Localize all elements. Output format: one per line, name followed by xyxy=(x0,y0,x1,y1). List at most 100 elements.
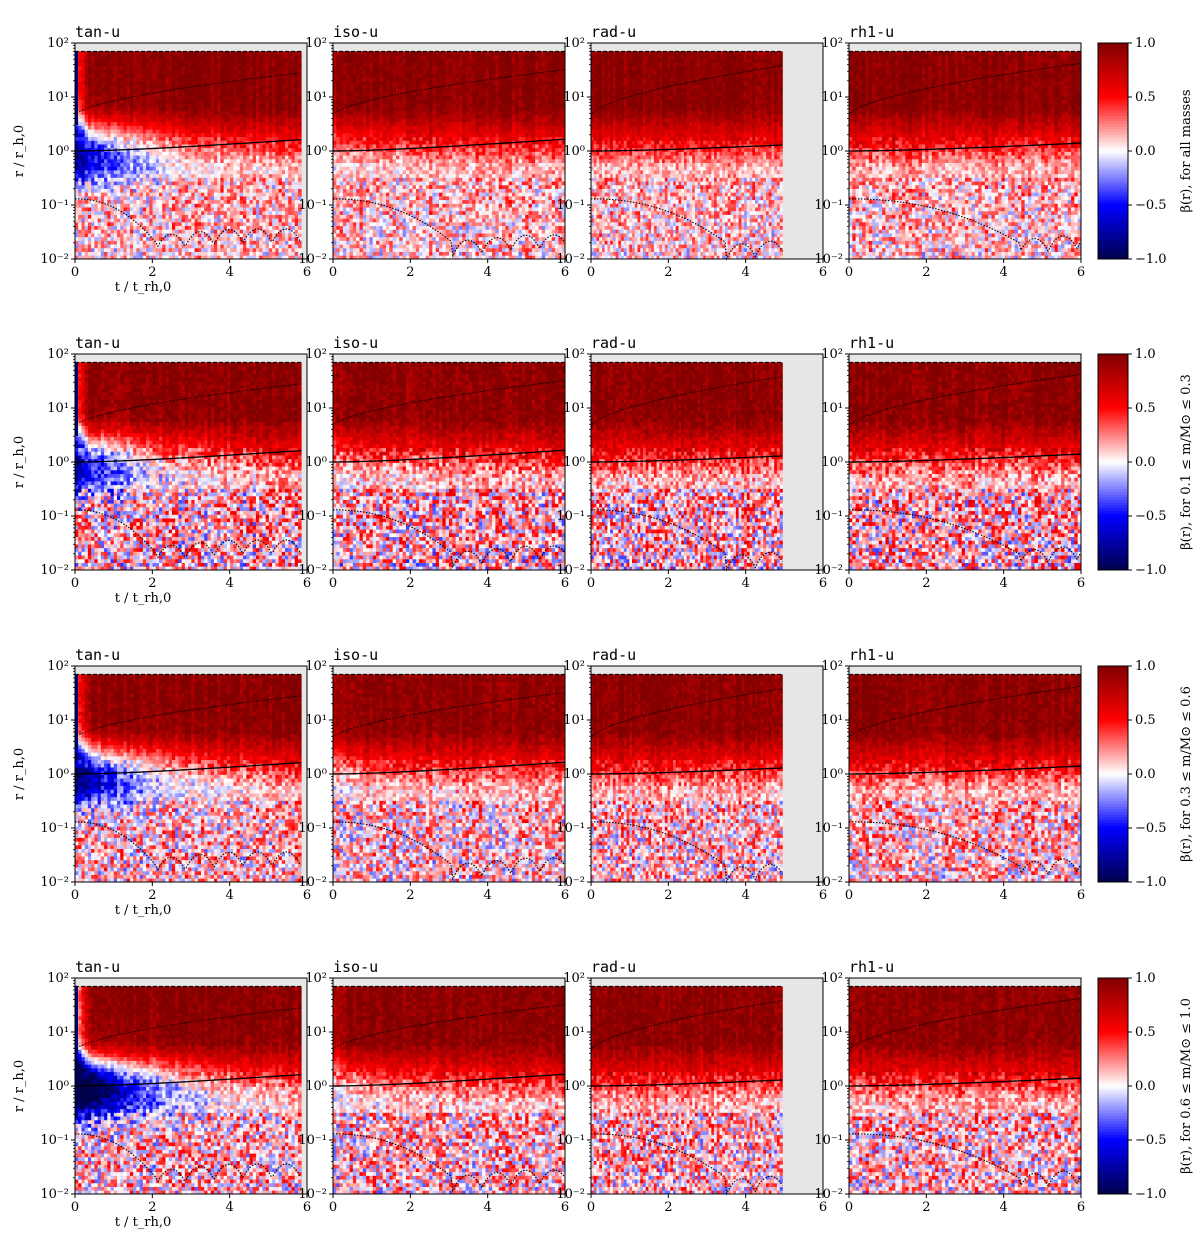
x-tick-label: 6 xyxy=(303,576,311,591)
y-tick-label: 10⁻² xyxy=(814,1187,843,1202)
y-tick-label: 10¹ xyxy=(47,1025,69,1040)
x-tick-label: 2 xyxy=(406,265,414,280)
y-tick-label: 10⁰ xyxy=(821,144,843,159)
y-tick-label: 10² xyxy=(821,971,843,986)
colorbar-tick-label: −0.5 xyxy=(1135,1133,1167,1148)
x-tick-label: 2 xyxy=(922,576,930,591)
y-tick-label: 10² xyxy=(305,971,327,986)
colorbar-tick-label: −0.5 xyxy=(1135,821,1167,836)
x-tick-label: 4 xyxy=(484,265,492,280)
x-tick-label: 4 xyxy=(226,1200,234,1215)
y-tick-label: 10⁰ xyxy=(47,144,69,159)
panel-title: tan-u xyxy=(75,958,120,976)
y-tick-label: 10² xyxy=(305,347,327,362)
x-tick-label: 0 xyxy=(587,888,595,903)
panel-title: tan-u xyxy=(75,334,120,352)
x-tick-label: 4 xyxy=(742,1200,750,1215)
x-tick-label: 0 xyxy=(845,265,853,280)
x-tick-label: 6 xyxy=(819,265,827,280)
y-tick-label: 10¹ xyxy=(821,401,843,416)
x-tick-label: 2 xyxy=(922,1200,930,1215)
y-tick-label: 10⁰ xyxy=(305,455,327,470)
y-tick-label: 10⁻¹ xyxy=(40,1133,69,1148)
heatmap-cells xyxy=(849,986,1081,1194)
x-tick-label: 0 xyxy=(71,265,79,280)
colorbar-tick-label: 1.0 xyxy=(1135,347,1156,362)
x-tick-label: 0 xyxy=(845,888,853,903)
x-tick-label: 6 xyxy=(819,888,827,903)
y-axis-label: r / r_h,0 xyxy=(12,1060,27,1112)
y-tick-label: 10⁻² xyxy=(40,252,69,267)
y-tick-label: 10⁻² xyxy=(556,252,585,267)
x-axis-label: t / t_rh,0 xyxy=(115,280,172,295)
x-tick-label: 0 xyxy=(71,888,79,903)
x-tick-label: 2 xyxy=(406,1200,414,1215)
x-tick-label: 0 xyxy=(587,265,595,280)
y-tick-label: 10¹ xyxy=(47,401,69,416)
y-tick-label: 10⁻¹ xyxy=(40,198,69,213)
y-tick-label: 10⁻¹ xyxy=(298,821,327,836)
y-tick-label: 10⁻¹ xyxy=(814,821,843,836)
x-tick-label: 0 xyxy=(329,888,337,903)
x-tick-label: 0 xyxy=(845,576,853,591)
colorbar-label: β(r), for 0.6 ≤ m/M⊙ ≤ 1.0 xyxy=(1179,998,1194,1174)
y-tick-label: 10⁻¹ xyxy=(814,1133,843,1148)
y-tick-label: 10² xyxy=(563,347,585,362)
y-tick-label: 10² xyxy=(821,36,843,51)
x-tick-label: 0 xyxy=(329,576,337,591)
x-tick-label: 2 xyxy=(148,576,156,591)
panel-title: rh1-u xyxy=(849,958,894,976)
x-tick-label: 4 xyxy=(1000,265,1008,280)
colorbar-tick-label: 1.0 xyxy=(1135,659,1156,674)
y-tick-label: 10⁻¹ xyxy=(556,198,585,213)
x-tick-label: 4 xyxy=(742,576,750,591)
y-tick-label: 10² xyxy=(305,36,327,51)
y-tick-label: 10² xyxy=(563,659,585,674)
y-tick-label: 10⁰ xyxy=(563,1079,585,1094)
colorbar-row4: −1.0−0.50.00.51.0β(r), for 0.6 ≤ m/M⊙ ≤ … xyxy=(1098,971,1194,1202)
colorbar-tick-label: −1.0 xyxy=(1135,875,1167,890)
y-tick-label: 10⁰ xyxy=(47,455,69,470)
y-tick-label: 10² xyxy=(563,971,585,986)
y-tick-label: 10¹ xyxy=(47,90,69,105)
y-tick-label: 10⁻¹ xyxy=(556,509,585,524)
x-tick-label: 4 xyxy=(484,576,492,591)
y-tick-label: 10⁻¹ xyxy=(298,198,327,213)
panel-title: rh1-u xyxy=(849,23,894,41)
y-tick-label: 10⁻¹ xyxy=(298,509,327,524)
panel-title: iso-u xyxy=(333,958,378,976)
x-tick-label: 6 xyxy=(303,1200,311,1215)
heatmap-cells xyxy=(75,986,302,1194)
y-tick-label: 10⁰ xyxy=(47,1079,69,1094)
x-tick-label: 0 xyxy=(845,1200,853,1215)
x-tick-label: 6 xyxy=(1077,576,1085,591)
x-axis-label: t / t_rh,0 xyxy=(115,903,172,918)
y-tick-label: 10¹ xyxy=(305,90,327,105)
x-tick-label: 2 xyxy=(922,265,930,280)
colorbar-tick-label: −0.5 xyxy=(1135,509,1167,524)
x-tick-label: 2 xyxy=(148,888,156,903)
y-tick-label: 10⁻¹ xyxy=(556,821,585,836)
y-tick-label: 10⁻² xyxy=(298,252,327,267)
y-tick-label: 10² xyxy=(47,971,69,986)
panel-title: rad-u xyxy=(591,23,636,41)
heatmap-cells xyxy=(75,51,302,259)
colorbar-tick-label: 0.5 xyxy=(1135,713,1156,728)
y-tick-label: 10² xyxy=(47,659,69,674)
colorbar-tick-label: 0.5 xyxy=(1135,1025,1156,1040)
colorbar-tick-label: 0.0 xyxy=(1135,455,1156,470)
panel-title: iso-u xyxy=(333,646,378,664)
y-tick-label: 10⁻² xyxy=(298,1187,327,1202)
y-tick-label: 10⁻¹ xyxy=(556,1133,585,1148)
y-tick-label: 10² xyxy=(47,36,69,51)
